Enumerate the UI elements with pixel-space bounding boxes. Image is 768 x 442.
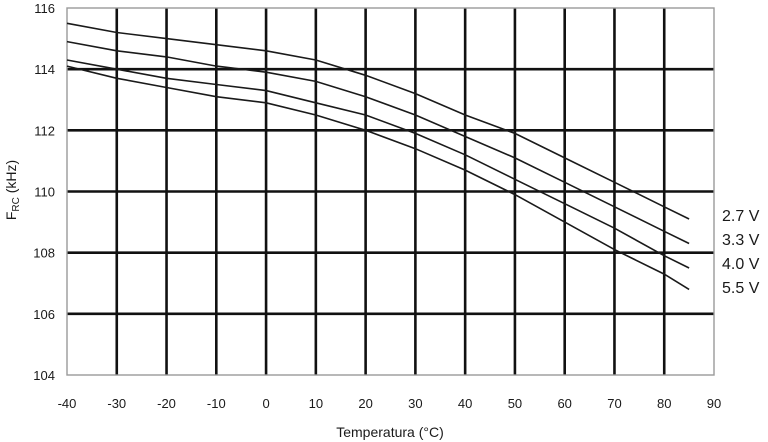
plot-frame <box>66 7 715 376</box>
x-tick-label: 80 <box>657 396 671 411</box>
y-axis-title-main: F <box>3 212 19 221</box>
y-tick-label: 114 <box>34 62 55 77</box>
y-axis-title-unit: (kHz) <box>3 160 19 197</box>
y-tick-label: 112 <box>34 123 55 138</box>
x-tick-label: 0 <box>262 396 269 411</box>
x-tick-label: 30 <box>408 396 422 411</box>
x-tick-label: 10 <box>309 396 323 411</box>
series-line-33 <box>66 40 690 245</box>
x-tick-label: -10 <box>207 396 226 411</box>
x-tick-label: 50 <box>508 396 522 411</box>
x-tick-label: -20 <box>157 396 176 411</box>
series-line-55 <box>66 65 690 291</box>
x-tick-label: 90 <box>707 396 721 411</box>
series-label: 5.5 V <box>722 280 760 297</box>
y-axis-title: FRC (kHz) <box>3 160 22 220</box>
y-tick-label: 104 <box>33 368 55 383</box>
series-lines <box>66 22 690 291</box>
x-tick-label: -40 <box>58 396 77 411</box>
series-label: 2.7 V <box>722 208 760 225</box>
y-tick-label: 108 <box>33 246 55 261</box>
series-labels: 2.7 V 3.3 V 4.0 V 5.5 V <box>722 208 760 297</box>
series-line-27 <box>66 22 690 220</box>
y-tick-labels: 104 106 108 110 112 114 116 <box>33 1 55 383</box>
grid-lines <box>67 8 714 375</box>
x-tick-label: 70 <box>607 396 621 411</box>
x-tick-label: 60 <box>557 396 571 411</box>
y-tick-label: 110 <box>34 185 55 200</box>
series-line-40 <box>66 59 690 269</box>
y-axis-title-subscript: RC <box>11 197 22 211</box>
y-tick-label: 106 <box>33 307 55 322</box>
x-axis-title: Temperatura (°C) <box>336 424 444 440</box>
y-tick-label: 116 <box>34 1 55 16</box>
x-tick-label: -30 <box>107 396 126 411</box>
series-label: 3.3 V <box>722 232 760 249</box>
x-tick-label: 20 <box>358 396 372 411</box>
x-tick-labels: -40 -30 -20 -10 0 10 20 30 40 50 60 70 80 90 <box>58 396 722 411</box>
series-label: 4.0 V <box>722 256 760 273</box>
x-tick-label: 40 <box>458 396 472 411</box>
